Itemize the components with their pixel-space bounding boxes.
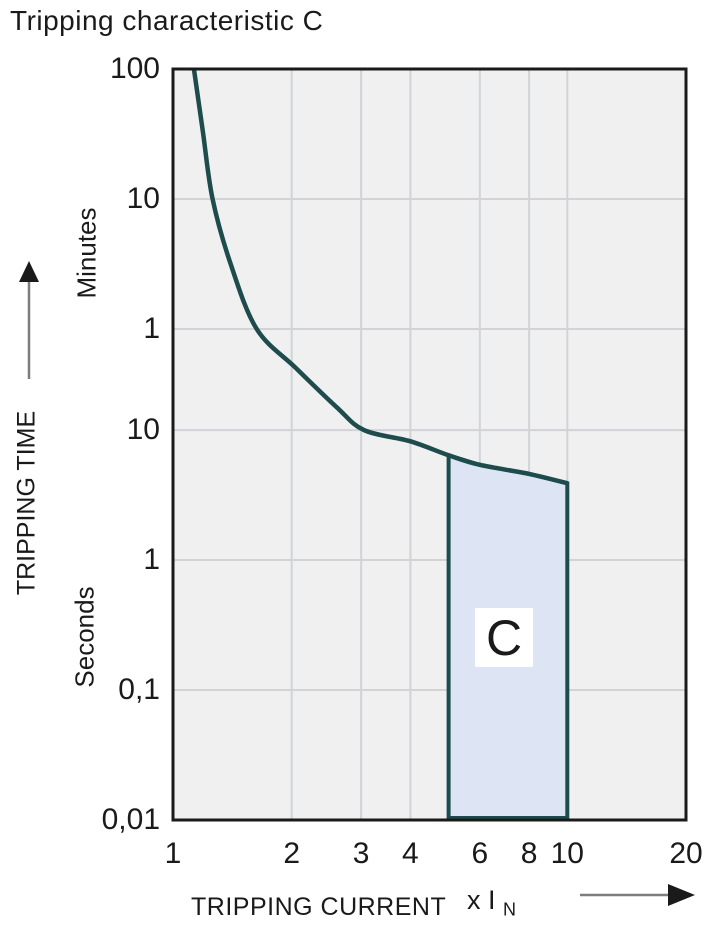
chart-title: Tripping characteristic C — [10, 5, 324, 36]
x-tick-label: 1 — [164, 837, 182, 870]
x-tick-label: 20 — [669, 837, 703, 870]
x-tick-label: 6 — [471, 837, 489, 870]
x-tick-label: 8 — [520, 837, 538, 870]
right-arrow-icon — [580, 884, 695, 906]
x-tick-label: 4 — [402, 837, 419, 870]
up-arrow-icon — [19, 261, 39, 379]
y-tick-label: 0,1 — [118, 673, 160, 707]
y-tick-label: 1 — [143, 311, 160, 345]
x-axis-title: TRIPPING CURRENT — [191, 893, 447, 921]
y-tick-label: 10 — [126, 181, 160, 215]
x-tick-label: 2 — [283, 837, 301, 870]
y-tick-label: 100 — [109, 52, 160, 85]
x-axis-unit-text: x I — [467, 885, 496, 915]
x-tick-label: 10 — [550, 837, 584, 870]
y-tick-label: 0,01 — [101, 803, 160, 836]
region-label: C — [475, 608, 533, 667]
y-tick-label: 1 — [143, 543, 160, 577]
x-axis-unit: x I N — [467, 885, 516, 920]
y-tick-label: 10 — [126, 413, 160, 447]
x-tick-label: 3 — [352, 837, 370, 870]
x-axis-unit-subscript: N — [503, 899, 517, 920]
